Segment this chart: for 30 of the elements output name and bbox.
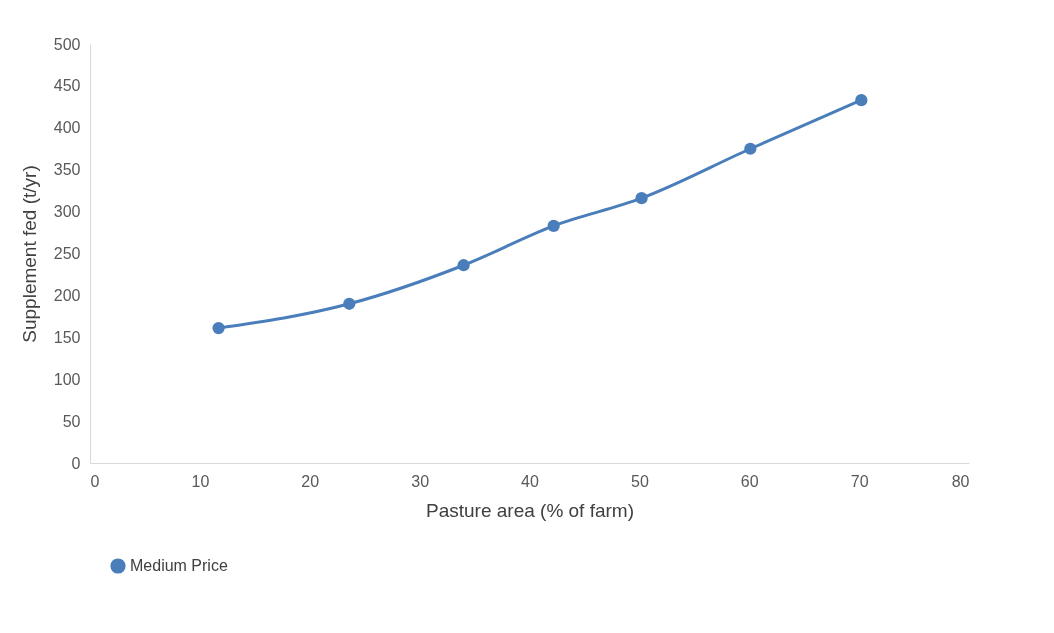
point	[212, 321, 225, 335]
y-tick-label: 150	[53, 328, 81, 346]
y-tick-label: 250	[53, 245, 81, 262]
x-tick-label: 10	[191, 472, 210, 490]
point	[547, 219, 560, 232]
y-tick-label: 100	[53, 370, 81, 388]
x-tick-label: 50	[630, 472, 649, 490]
y-tick-label: 300	[53, 203, 81, 221]
point	[744, 142, 757, 155]
x-tick-label: 60	[740, 472, 759, 490]
y-tick-label: 0	[71, 454, 81, 472]
x-tick-label: 40	[521, 472, 539, 490]
x-tick-label: 70	[850, 472, 869, 490]
point	[855, 94, 868, 107]
y-tick-label: 450	[53, 77, 81, 95]
y-tick-label: 200	[53, 286, 81, 304]
point	[635, 192, 648, 205]
y-axis-title: Supplement fed (t/yr)	[18, 165, 40, 343]
y-tick-label: 500	[53, 35, 81, 53]
x-axis-title: Pasture area (% of farm)	[425, 499, 635, 521]
y-tick-label: 350	[53, 161, 81, 179]
x-tick-label: 30	[411, 472, 430, 490]
y-tick-label: 50	[62, 412, 81, 430]
legend-label: Medium Price	[130, 557, 228, 574]
point	[457, 259, 470, 272]
point	[343, 297, 356, 310]
x-tick-label: 80	[951, 472, 970, 490]
x-tick-label: 20	[301, 472, 320, 490]
x-tick-label: 0	[90, 472, 100, 490]
y-tick-label: 400	[53, 119, 81, 137]
